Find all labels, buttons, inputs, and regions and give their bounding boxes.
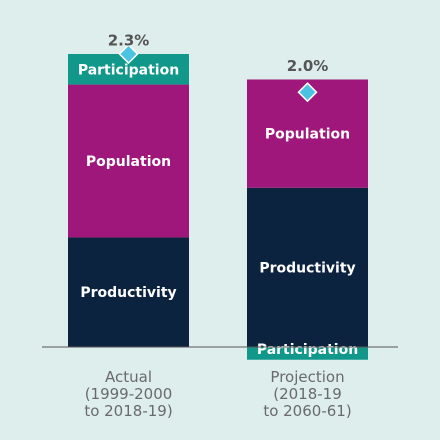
segment-label: Population xyxy=(265,127,350,143)
x-tick-label: Actual (1999-2000 to 2018-19) xyxy=(84,368,173,420)
total-marker xyxy=(297,82,318,103)
bar-segment xyxy=(247,347,368,360)
bar-segment xyxy=(68,84,189,238)
total-marker xyxy=(118,43,139,65)
total-label: 2.0% xyxy=(287,57,329,75)
total-label: 2.3% xyxy=(108,32,150,50)
segment-label: Population xyxy=(86,154,171,170)
segment-label: Productivity xyxy=(80,285,176,301)
bar-segment xyxy=(68,237,189,347)
x-tick-label: Projection (2018-19 to 2060-61) xyxy=(263,368,352,420)
segment-label: Participation xyxy=(257,342,358,358)
segment-label: Participation xyxy=(78,62,179,78)
segment-label: Productivity xyxy=(259,260,355,276)
bar-segment xyxy=(247,187,368,347)
